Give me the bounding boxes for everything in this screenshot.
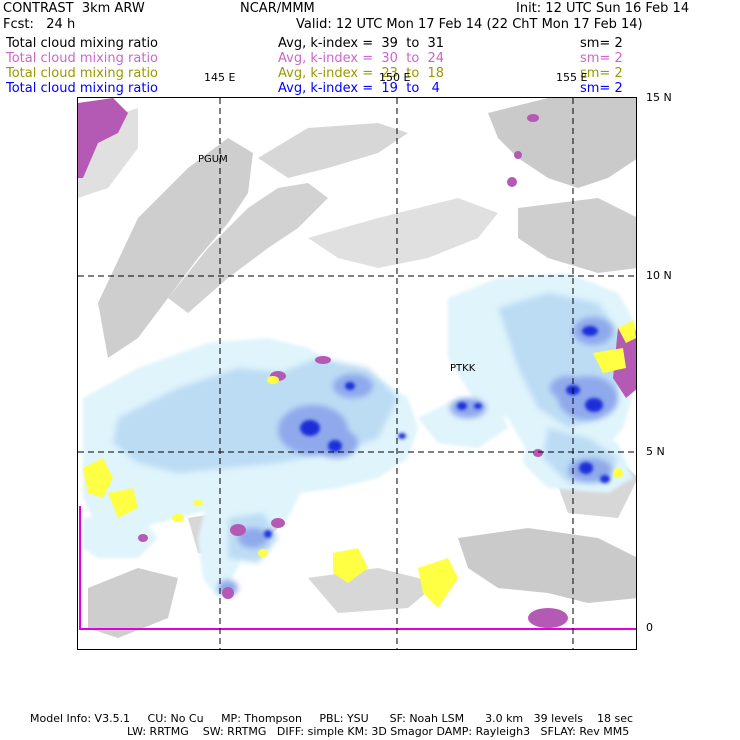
valid-time: Valid: 12 UTC Mon 17 Feb 14 (22 ChT Mon … (296, 17, 643, 32)
lat-label-15n: 15 N (646, 91, 672, 104)
station-label-ptkk: PTKK (450, 363, 476, 374)
model-title: CONTRAST 3km ARW (3, 1, 145, 16)
model-info-line-2: LW: RRTMG SW: RRTMG DIFF: simple KM: 3D … (127, 725, 630, 738)
forecast-hour: Fcst: 24 h (3, 17, 76, 32)
field-name-3: Total cloud mixing ratio (6, 66, 159, 81)
field-name-1: Total cloud mixing ratio (6, 36, 159, 51)
model-info-line-1: Model Info: V3.5.1 CU: No Cu MP: Thompso… (30, 712, 634, 725)
field-name-4: Total cloud mixing ratio (6, 81, 159, 96)
field-sm-3: sm= 2 (580, 66, 623, 81)
field-stat-3: Avg, k-index = 23 to 18 (278, 66, 445, 81)
lon-label-155: 155 E (556, 71, 588, 84)
domain-boundary (79, 506, 636, 630)
gray-cloud-layer (78, 98, 636, 638)
field-stat-4: Avg, k-index = 19 to 4 (278, 81, 440, 96)
lat-lon-grid (78, 98, 636, 649)
field-sm-2: sm= 2 (580, 51, 623, 66)
center-name: NCAR/MMM (240, 1, 315, 16)
yellow-cloud-layer (83, 320, 636, 608)
lat-label-equator: 0 (646, 621, 653, 634)
cloud-map: PGUM PTKK (78, 98, 636, 649)
lat-label-10n: 10 N (646, 269, 672, 282)
lat-label-5n: 5 N (646, 445, 665, 458)
field-sm-1: sm= 2 (580, 36, 623, 51)
lon-label-150: 150 E (379, 71, 411, 84)
station-label-pgum: PGUM (198, 154, 228, 165)
map-panel: PGUM PTKK (77, 97, 637, 650)
field-name-2: Total cloud mixing ratio (6, 51, 159, 66)
field-stat-2: Avg, k-index = 30 to 24 (278, 51, 445, 66)
init-time: Init: 12 UTC Sun 16 Feb 14 (516, 1, 690, 16)
lon-label-145: 145 E (204, 71, 236, 84)
field-sm-4: sm= 2 (580, 81, 623, 96)
deep-blue-cloud-cores (264, 326, 610, 538)
field-stat-1: Avg, k-index = 39 to 31 (278, 36, 445, 51)
